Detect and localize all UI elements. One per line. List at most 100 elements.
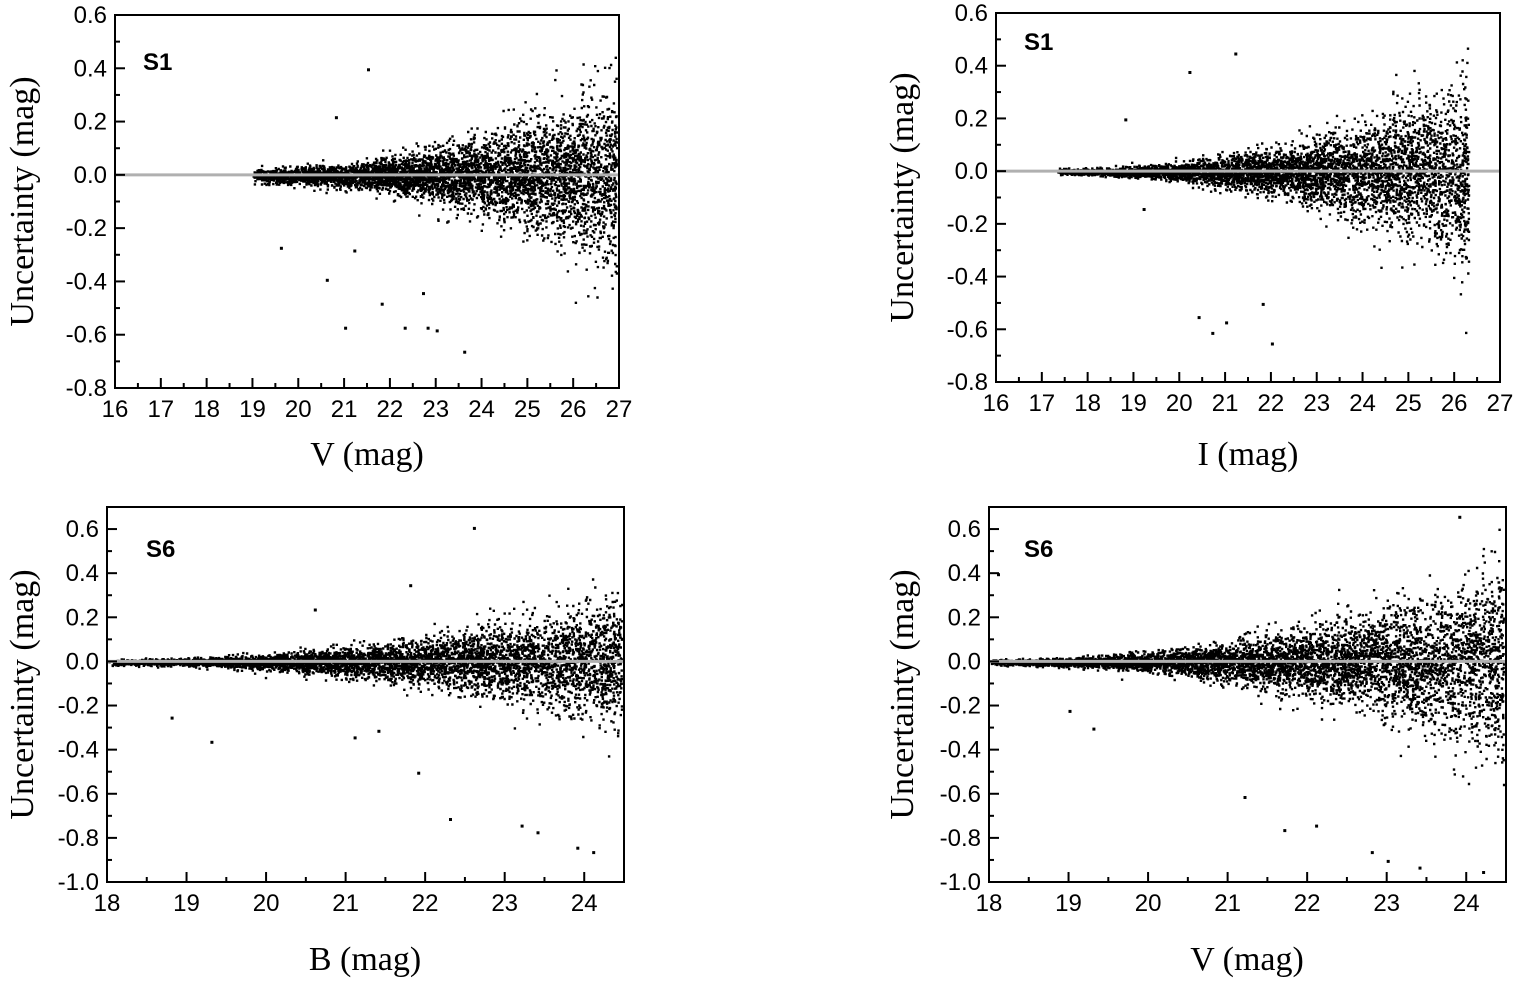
x-tick-label: 25 xyxy=(514,396,541,423)
outlier-point xyxy=(1124,118,1128,122)
outlier-point xyxy=(279,246,283,250)
y-axis-title: Uncertainty (mag) xyxy=(884,569,921,819)
y-tick-label: 0.6 xyxy=(955,0,988,27)
x-tick-label: 20 xyxy=(253,890,280,917)
outlier-point xyxy=(1283,829,1287,833)
x-tick-label: 17 xyxy=(147,396,174,423)
y-tick-label: -0.6 xyxy=(66,322,107,349)
x-tick-label: 22 xyxy=(377,396,404,423)
outlier-point xyxy=(1458,515,1462,519)
x-axis-title: V (mag) xyxy=(1190,941,1304,978)
outlier-point xyxy=(210,740,214,744)
x-tick-label: 27 xyxy=(1487,390,1514,417)
y-tick-label: -0.2 xyxy=(947,211,988,238)
x-tick-label: 18 xyxy=(193,396,220,423)
outlier-point xyxy=(1370,851,1374,855)
outlier-point xyxy=(1068,709,1072,713)
outlier-point xyxy=(1243,796,1247,799)
outlier-point xyxy=(334,116,338,120)
outlier-point xyxy=(576,846,580,850)
x-tick-label: 16 xyxy=(102,396,129,423)
outlier-point xyxy=(377,729,381,733)
plot-frame xyxy=(988,506,1507,883)
outlier-point xyxy=(592,851,596,855)
y-tick-label: -0.8 xyxy=(940,825,981,852)
x-tick-label: 16 xyxy=(983,390,1010,417)
x-tick-label: 19 xyxy=(239,396,266,423)
y-tick-label: 0.0 xyxy=(74,162,107,189)
outlier-point xyxy=(1092,727,1096,731)
y-tick-label: -0.2 xyxy=(66,215,107,242)
scatter-points xyxy=(108,578,624,758)
outlier-point xyxy=(170,716,174,720)
y-tick-label: 0.6 xyxy=(948,516,981,543)
y-tick-label: 0.0 xyxy=(955,158,988,185)
outlier-point xyxy=(463,350,467,354)
x-axis-title: I (mag) xyxy=(1197,436,1298,473)
plot-frame xyxy=(106,506,625,883)
x-tick-label: 22 xyxy=(412,890,439,917)
panel-label: S1 xyxy=(1024,29,1053,56)
y-tick-label: 0.6 xyxy=(74,2,107,29)
y-tick-label: -0.4 xyxy=(66,268,107,295)
outlier-points xyxy=(997,515,1486,874)
panel-top-right: 16 17 18 19 20 21 22 23 24 25 26 27 -0.8-0.6-0.4-0.… xyxy=(884,0,1513,473)
panel-top-left: 16 17 18 19 20 21 22 23 24 25 26 27 -0.8-0.6-0.4-0.… xyxy=(4,2,632,473)
x-tick-label: 18 xyxy=(94,890,121,917)
x-tick-label: 21 xyxy=(1212,390,1239,417)
x-tick-label: 22 xyxy=(1258,390,1285,417)
outlier-point xyxy=(472,526,476,530)
y-tick-label: -0.4 xyxy=(58,737,99,764)
y-tick-label: -1.0 xyxy=(940,869,981,896)
y-tick-label: -0.8 xyxy=(58,825,99,852)
x-tick-label: 18 xyxy=(1074,390,1101,417)
scatter-points xyxy=(990,528,1506,787)
y-tick-label: 0.4 xyxy=(955,53,988,80)
y-axis-ticks: -0.8 -0.6 -0.4 -0.2 0.0 0.2 0.4 0.6 xyxy=(66,2,125,402)
panel-label: S1 xyxy=(143,49,172,76)
y-tick-label: -0.2 xyxy=(940,693,981,720)
outlier-point xyxy=(422,292,425,296)
outlier-point xyxy=(1197,316,1201,320)
x-tick-label: 20 xyxy=(1166,390,1193,417)
data-points xyxy=(108,578,624,758)
data-points xyxy=(1057,47,1471,335)
y-axis-title: Uncertainty (mag) xyxy=(4,76,41,326)
y-tick-label: 0.4 xyxy=(74,55,107,82)
outlier-point xyxy=(380,302,384,306)
y-tick-label: -0.4 xyxy=(947,264,988,291)
y-tick-label: -0.6 xyxy=(58,781,99,808)
y-axis-ticks: -0.8 -0.6 -0.4 -0.2 0.0 0.2 0.4 0.6 xyxy=(947,0,1006,396)
x-tick-label: 23 xyxy=(1303,390,1330,417)
y-tick-label: 0.2 xyxy=(955,105,988,132)
outlier-point xyxy=(353,249,357,253)
outlier-point xyxy=(417,771,421,775)
x-axis-ticks: 18 19 20 21 22 23 24 xyxy=(976,872,1480,917)
y-tick-label: -0.6 xyxy=(947,316,988,343)
outlier-point xyxy=(1315,824,1319,828)
x-tick-label: 26 xyxy=(1441,390,1468,417)
x-tick-label: 21 xyxy=(332,890,359,917)
outlier-point xyxy=(367,68,370,72)
outlier-point xyxy=(1188,71,1192,74)
x-axis-title: B (mag) xyxy=(309,941,421,978)
panel-label: S6 xyxy=(1024,536,1053,563)
x-tick-label: 18 xyxy=(976,890,1003,917)
outlier-point xyxy=(1482,871,1486,874)
outlier-point xyxy=(426,326,430,330)
outlier-point xyxy=(1142,208,1146,211)
x-tick-label: 22 xyxy=(1294,890,1321,917)
x-tick-label: 21 xyxy=(1214,890,1241,917)
x-axis-ticks: 16 17 18 19 20 21 22 23 24 25 26 27 xyxy=(983,372,1514,417)
outlier-point xyxy=(403,326,407,330)
y-tick-label: 0.2 xyxy=(74,109,107,136)
outlier-point xyxy=(1418,866,1422,870)
x-tick-label: 24 xyxy=(1453,890,1480,917)
panel-label: S6 xyxy=(146,536,175,563)
y-tick-label: 0.0 xyxy=(66,648,99,675)
outlier-point xyxy=(353,736,357,740)
data-points xyxy=(252,56,619,304)
x-tick-label: 25 xyxy=(1395,390,1422,417)
x-tick-label: 27 xyxy=(606,396,633,423)
outlier-points xyxy=(170,526,596,855)
